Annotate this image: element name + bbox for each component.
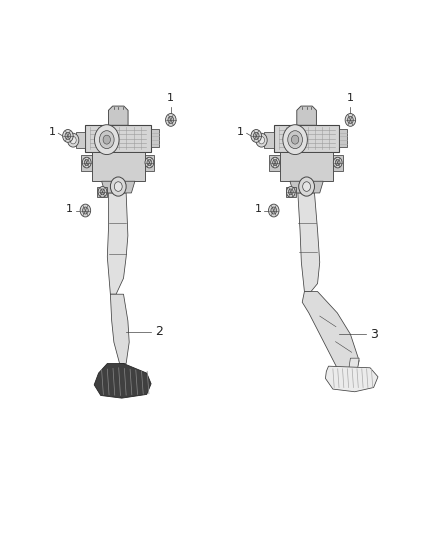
Circle shape (100, 189, 105, 195)
Polygon shape (274, 125, 339, 152)
Polygon shape (298, 193, 320, 292)
Circle shape (256, 133, 267, 147)
Polygon shape (81, 155, 92, 171)
Text: 1: 1 (237, 127, 244, 136)
Circle shape (291, 135, 299, 144)
Circle shape (268, 204, 279, 217)
Circle shape (98, 187, 107, 197)
Text: 1: 1 (66, 205, 73, 214)
Polygon shape (264, 132, 274, 148)
Circle shape (286, 187, 295, 197)
Polygon shape (290, 181, 323, 193)
Polygon shape (333, 155, 343, 171)
Polygon shape (85, 125, 151, 152)
Circle shape (82, 157, 91, 168)
Polygon shape (286, 187, 296, 197)
Circle shape (166, 114, 176, 126)
Polygon shape (325, 366, 378, 392)
Circle shape (147, 160, 152, 165)
Circle shape (288, 189, 293, 195)
Circle shape (271, 207, 277, 214)
Text: 1: 1 (167, 93, 174, 103)
Circle shape (67, 133, 79, 147)
Polygon shape (76, 132, 85, 148)
Polygon shape (280, 152, 333, 181)
Circle shape (251, 130, 261, 142)
Polygon shape (109, 106, 128, 125)
Polygon shape (110, 294, 129, 364)
Text: 3: 3 (370, 328, 378, 341)
Circle shape (145, 157, 154, 168)
Polygon shape (107, 193, 128, 294)
Text: 1: 1 (347, 93, 354, 103)
Circle shape (95, 125, 119, 155)
Circle shape (299, 177, 314, 196)
Polygon shape (94, 364, 151, 398)
Polygon shape (297, 106, 316, 125)
Circle shape (288, 131, 303, 149)
Circle shape (82, 207, 88, 214)
Circle shape (65, 132, 71, 140)
Circle shape (303, 182, 311, 191)
Polygon shape (151, 129, 159, 147)
Circle shape (168, 116, 174, 124)
Circle shape (103, 135, 110, 144)
Circle shape (99, 131, 114, 149)
Circle shape (63, 130, 73, 142)
Polygon shape (92, 152, 145, 181)
Polygon shape (339, 129, 347, 147)
Circle shape (114, 182, 122, 191)
Polygon shape (97, 187, 107, 197)
Text: 2: 2 (155, 325, 163, 338)
Circle shape (110, 177, 126, 196)
Circle shape (336, 160, 340, 165)
Circle shape (258, 136, 265, 144)
Circle shape (271, 157, 279, 168)
Polygon shape (145, 155, 154, 171)
Circle shape (70, 136, 76, 144)
Circle shape (80, 204, 91, 217)
Polygon shape (346, 358, 359, 387)
Circle shape (345, 114, 356, 126)
Polygon shape (102, 181, 135, 193)
Circle shape (283, 125, 307, 155)
Text: 1: 1 (254, 205, 261, 214)
Polygon shape (302, 292, 359, 377)
Circle shape (253, 132, 259, 140)
Polygon shape (269, 155, 280, 171)
Text: 1: 1 (49, 127, 56, 136)
Circle shape (333, 157, 342, 168)
Circle shape (84, 160, 89, 165)
Circle shape (347, 116, 353, 124)
Circle shape (272, 160, 277, 165)
